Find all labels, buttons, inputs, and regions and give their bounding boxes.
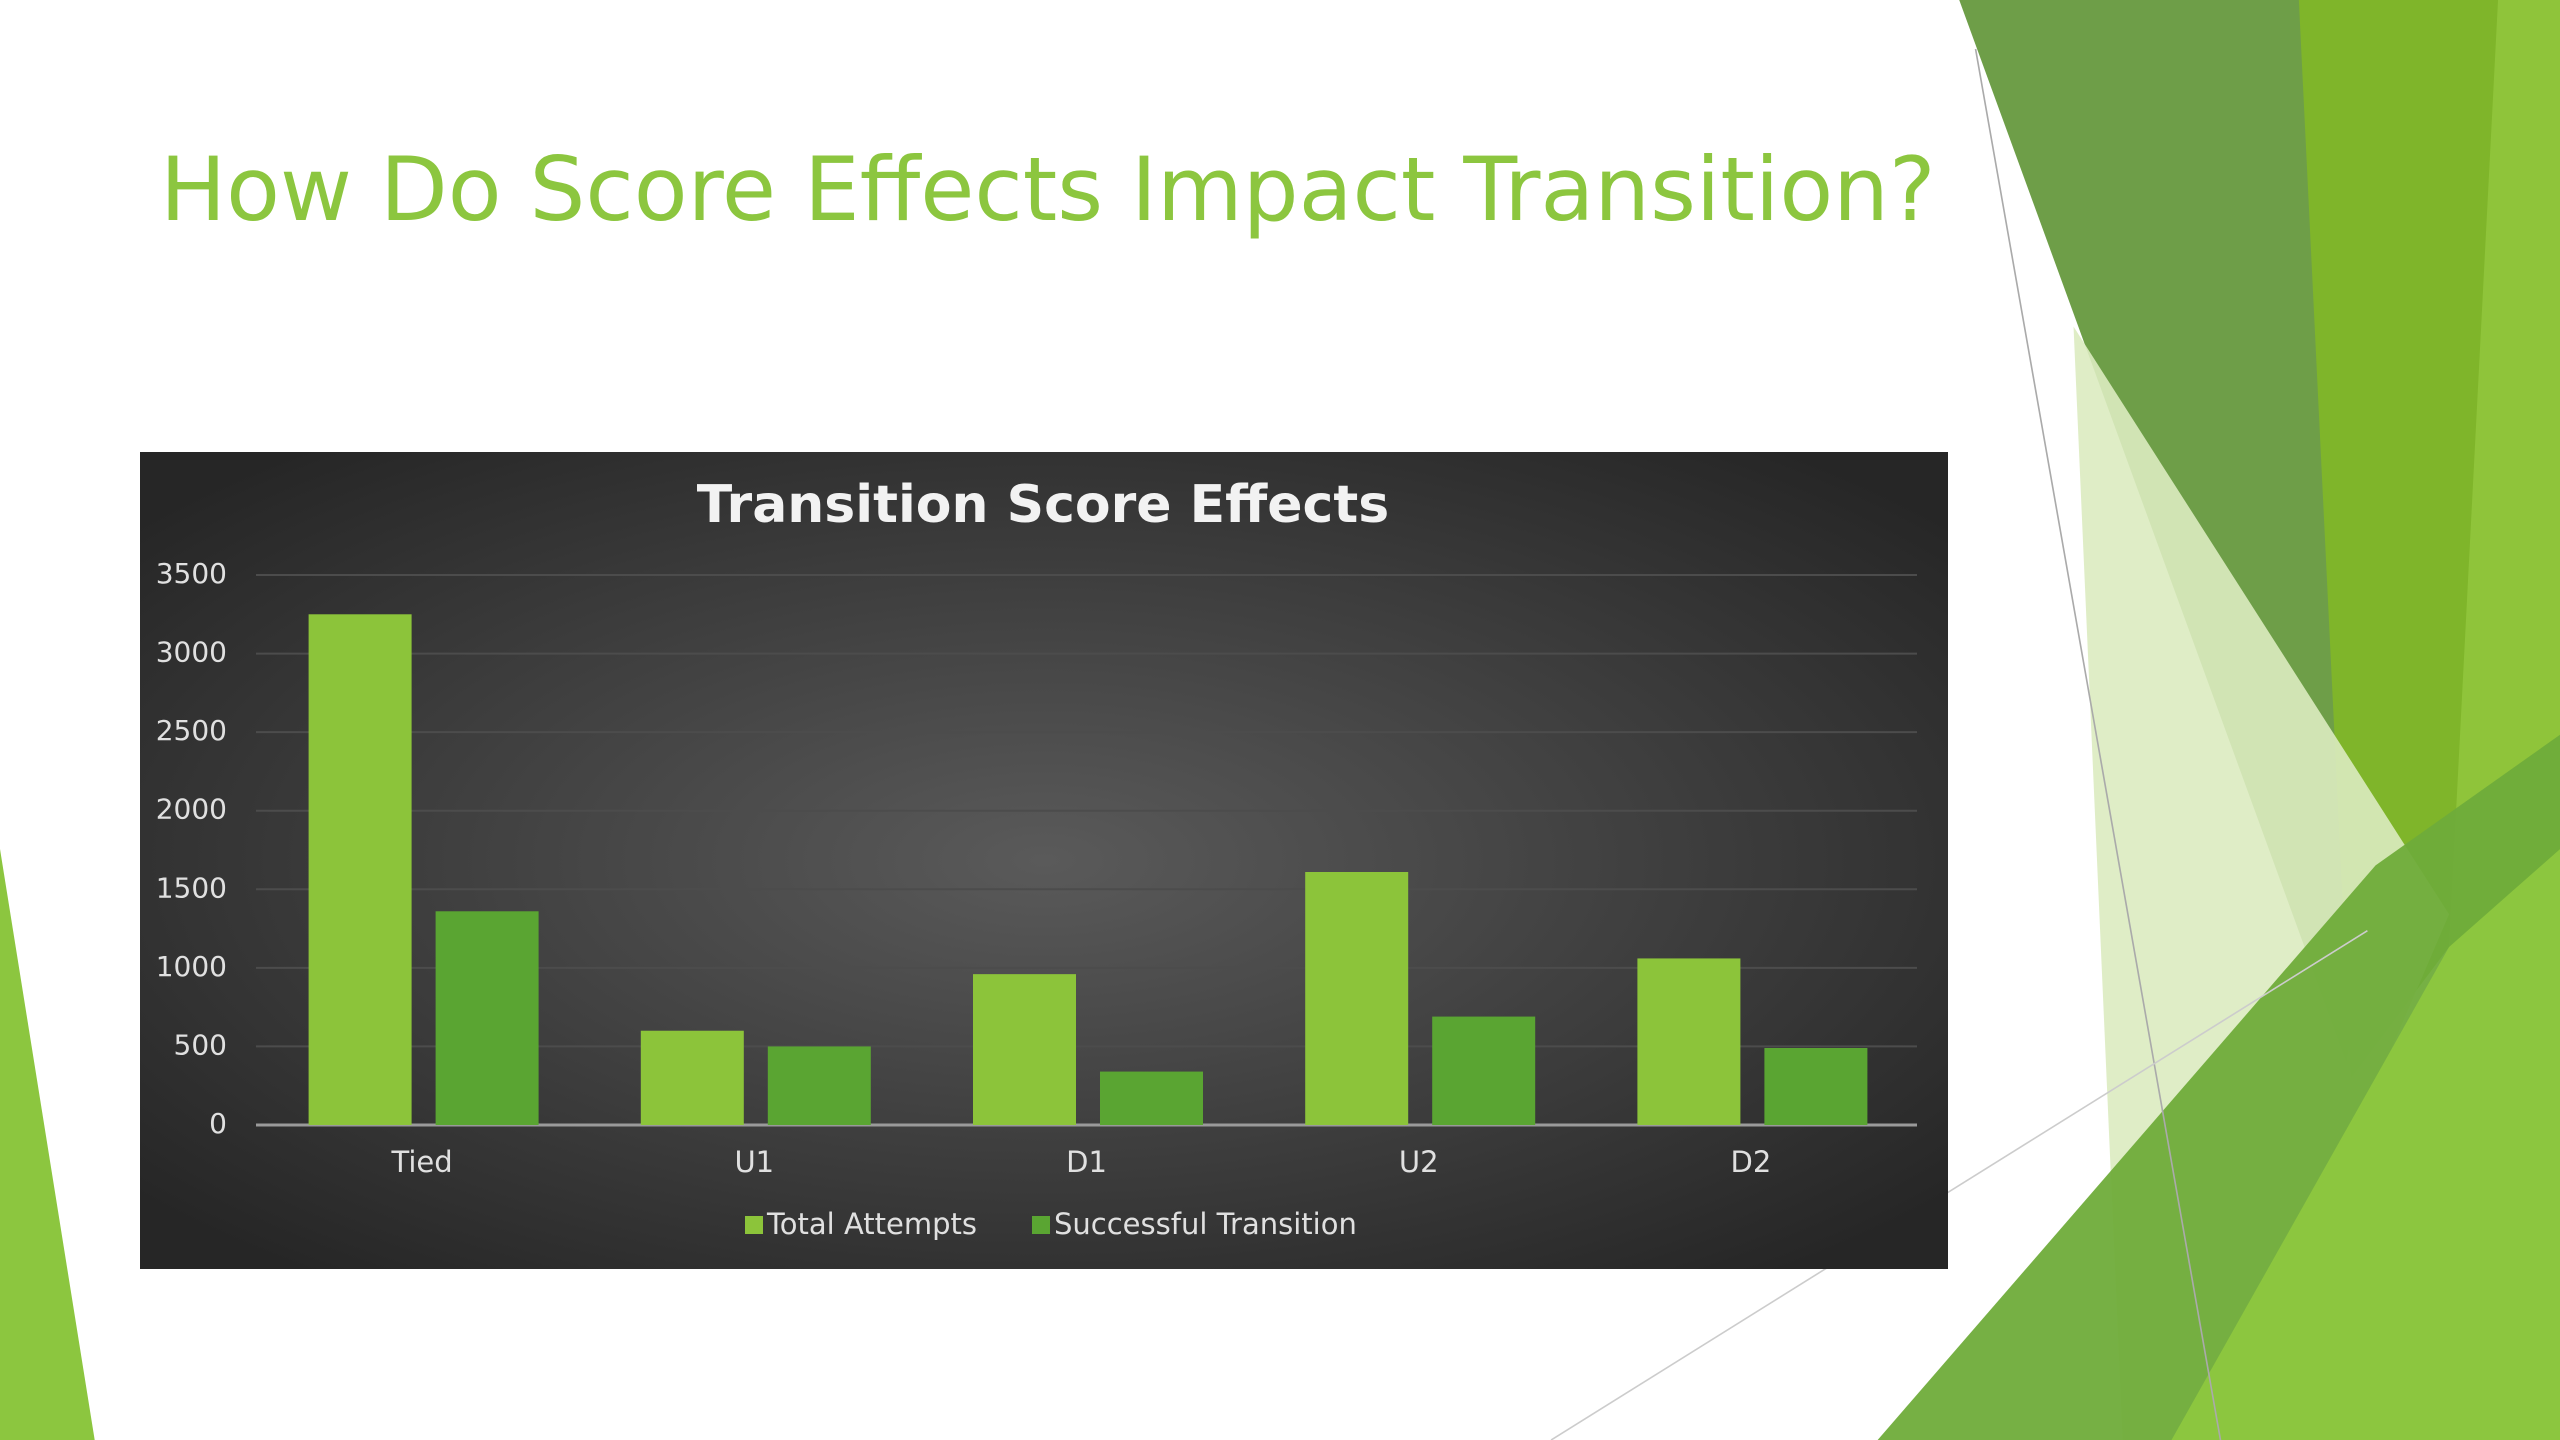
bar xyxy=(1432,1016,1536,1125)
chart-panel xyxy=(140,452,1948,1269)
x-tick-label: D1 xyxy=(1066,1145,1107,1179)
bar xyxy=(1100,1071,1203,1125)
y-tick-label: 2000 xyxy=(156,793,227,826)
bar xyxy=(308,614,412,1125)
bar xyxy=(435,911,539,1125)
bar xyxy=(767,1046,871,1125)
y-tick-label: 2500 xyxy=(156,714,227,747)
y-tick-label: 1500 xyxy=(156,871,227,904)
bar xyxy=(973,974,1076,1125)
x-tick-label: U1 xyxy=(734,1145,774,1179)
x-tick-label: D2 xyxy=(1731,1145,1772,1179)
x-tick-label: Tied xyxy=(391,1145,453,1179)
bar xyxy=(1764,1048,1868,1125)
legend-label: Total Attempts xyxy=(766,1207,977,1241)
x-tick-label: U2 xyxy=(1399,1145,1439,1179)
y-tick-label: 3500 xyxy=(156,557,227,590)
chart-title: Transition Score Effects xyxy=(697,475,1389,535)
y-tick-label: 500 xyxy=(174,1028,227,1061)
legend-swatch xyxy=(1032,1216,1050,1234)
y-tick-label: 0 xyxy=(209,1107,227,1140)
bar xyxy=(640,1030,744,1125)
legend-label: Successful Transition xyxy=(1054,1207,1357,1241)
slide-title: How Do Score Effects Impact Transition? xyxy=(160,138,1936,241)
bar xyxy=(1305,872,1409,1125)
bar xyxy=(1637,958,1741,1125)
legend-swatch xyxy=(745,1216,763,1234)
y-tick-label: 1000 xyxy=(156,950,227,983)
y-tick-label: 3000 xyxy=(156,636,227,669)
